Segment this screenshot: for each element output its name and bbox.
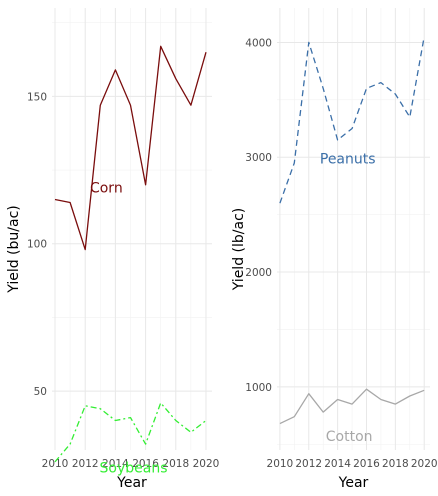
x-tick-label: 2014 [324,458,351,470]
series-label-corn: Corn [90,181,123,197]
series-line-cotton [279,388,425,425]
y-axis-title: Yield (bu/ac) [6,205,22,293]
y-tick-label: 2000 [245,267,272,279]
y-axis-title: Yield (lb/ac) [231,208,247,291]
y-tick-label: 3000 [245,152,272,164]
y-tick-label: 100 [27,239,47,251]
series-label-peanuts: Peanuts [320,151,376,167]
x-tick-label: 2012 [72,458,99,470]
x-tick-label: 2016 [353,458,380,470]
x-tick-label: 2010 [267,458,294,470]
series-line-soybeans [54,402,207,463]
x-axis-title: Year [338,475,369,491]
x-tick-label: 2020 [193,458,220,470]
y-tick-label: 4000 [245,37,272,49]
x-tick-label: 2012 [295,458,322,470]
x-axis-title: Year [116,475,147,491]
x-tick-label: 2018 [382,458,409,470]
panel-grain-yield: 2010 2012 2014 2016 2018 2020 50 100 150 Corn Soyb… [6,8,219,491]
y-tick-label: 150 [27,91,47,103]
y-tick-label: 50 [34,386,47,398]
y-tick-label: 1000 [245,382,272,394]
x-tick-label: 2014 [102,458,129,470]
x-tick-label: 2010 [42,458,69,470]
series-line-peanuts [279,36,425,204]
series-line-corn [54,45,207,251]
x-tick-label: 2018 [162,458,189,470]
series-label-cotton: Cotton [326,429,373,445]
series-label-soybeans: Soybeans [100,461,168,477]
x-tick-label: 2016 [132,458,159,470]
x-tick-label: 2020 [411,458,438,470]
panel-peanut-cotton-yield: 2010 2012 2014 2016 2018 2020 1000 2000 3000 4000… [231,8,438,491]
